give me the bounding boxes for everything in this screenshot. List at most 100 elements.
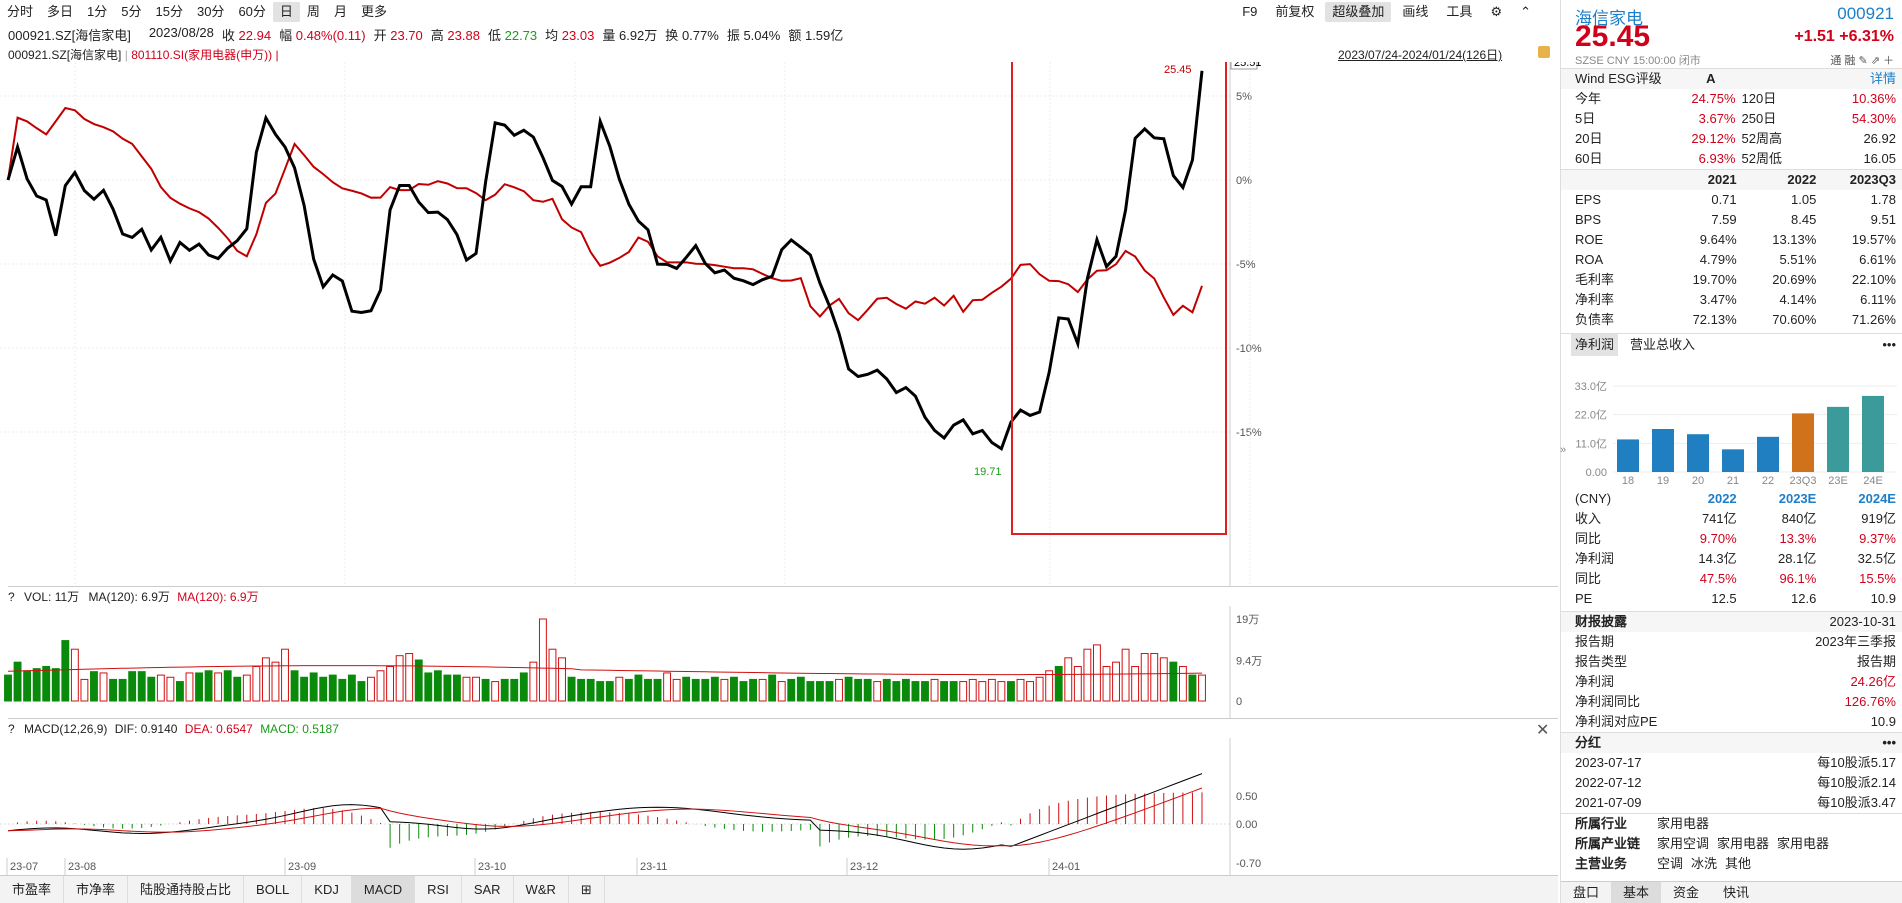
indicator-tab[interactable]: BOLL <box>244 875 303 903</box>
close-label: 收 <box>221 28 235 43</box>
chain-item[interactable]: 家用电器 <box>1777 836 1830 851</box>
help-icon[interactable]: ? <box>8 590 15 604</box>
period-button[interactable]: 5分 <box>121 4 142 19</box>
period-button[interactable]: 周 <box>306 4 320 19</box>
report-row: 报告期 2023年三季报 <box>1561 632 1902 652</box>
volume-bar <box>23 670 32 702</box>
volume-bar <box>978 681 987 702</box>
collapse-icon[interactable]: » <box>1560 444 1567 456</box>
close-icon[interactable]: ✕ <box>1536 722 1550 739</box>
volume-bar <box>510 678 519 702</box>
biz-item[interactable]: 冰洗 <box>1691 856 1718 871</box>
period-button[interactable]: 15分 <box>155 4 183 19</box>
collapse-up-icon[interactable]: ⌃ <box>1520 4 1531 19</box>
profit-tick-label: 22.0亿 <box>1575 409 1607 422</box>
forecast-cell: 收入 <box>1575 511 1602 526</box>
fin-row: EPS 0.71 1.05 1.78 <box>1561 190 1902 210</box>
period-button[interactable]: 日 <box>272 2 300 22</box>
profit-bar[interactable] <box>1687 434 1709 472</box>
volume-chart[interactable]: 19万 9.4万 0 <box>0 606 1558 718</box>
biz-item[interactable]: 其他 <box>1725 856 1752 871</box>
profit-category-label: 18 <box>1622 475 1634 486</box>
profit-bar[interactable] <box>1617 439 1639 472</box>
period-button[interactable]: 1分 <box>87 4 108 19</box>
chain-item[interactable]: 家用空调 <box>1657 836 1710 851</box>
add-indicator-icon[interactable]: ⊞ <box>569 875 605 903</box>
tab-revenue[interactable]: 营业总收入 <box>1630 337 1696 352</box>
tab-net-profit[interactable]: 净利润 <box>1571 334 1619 356</box>
indicator-tab[interactable]: W&R <box>514 875 569 903</box>
y-tick-label: 0% <box>1236 175 1252 187</box>
report-label: 净利润同比 <box>1575 694 1641 709</box>
fin-cell: EPS <box>1575 192 1602 207</box>
volume-bar <box>959 681 968 702</box>
stock-series-line <box>6 70 1204 452</box>
macd-chart[interactable]: 0.50 0.00 -0.70 23-07 23-08 23-09 23-10 23-11 23… <box>0 738 1558 875</box>
legend-stock: 000921.SZ[海信家电] <box>8 48 122 62</box>
tool-button[interactable]: 工具 <box>1446 4 1473 19</box>
fin-cell: 72.13% <box>1692 312 1737 327</box>
fin-cell: 3.47% <box>1699 292 1737 307</box>
profit-bar[interactable] <box>1862 395 1884 472</box>
add-icon[interactable]: ＋ <box>1883 55 1894 67</box>
indicator-tab[interactable]: 市净率 <box>64 875 129 903</box>
indicator-tab[interactable]: 陆股通持股占比 <box>128 875 245 903</box>
profit-chart[interactable]: 33.0亿 22.0亿 11.0亿 0.00 18 19 20 21 22 23Q3 23E 24E <box>1561 356 1902 487</box>
indicator-tab[interactable]: KDJ <box>302 875 352 903</box>
panel-tab[interactable]: 资金 <box>1673 885 1700 900</box>
macd-dea: DEA: 0.6547 <box>184 722 253 736</box>
avg-value: 23.03 <box>561 28 595 43</box>
volume-bar <box>271 661 280 702</box>
report-row: 净利润同比 126.76% <box>1561 692 1902 712</box>
help-icon[interactable]: ? <box>8 722 15 736</box>
tool-button[interactable]: 画线 <box>1402 4 1429 19</box>
industry-value[interactable]: 家用电器 <box>1657 816 1710 831</box>
panel-tab[interactable]: 快讯 <box>1723 885 1750 900</box>
x-tick-label: 23-09 <box>288 861 316 873</box>
main-chart[interactable]: 5% 0% -5% -10% -15% 25.51 25.45 19.71 <box>0 62 1558 587</box>
volume-bar <box>1064 657 1073 702</box>
volume-bar <box>1159 657 1168 702</box>
period-button[interactable]: 60分 <box>238 4 266 19</box>
esg-detail-link[interactable]: 详情 <box>1869 71 1896 86</box>
lock-icon[interactable] <box>1538 46 1550 58</box>
profit-bar[interactable] <box>1792 413 1814 472</box>
profit-bar[interactable] <box>1757 436 1779 472</box>
period-button[interactable]: 更多 <box>360 4 387 19</box>
indicator-tab[interactable]: RSI <box>415 875 462 903</box>
volume-bar <box>252 665 261 702</box>
panel-tab[interactable]: 基本 <box>1611 882 1662 903</box>
more-icon[interactable]: ••• <box>1882 337 1896 352</box>
forecast-cell: 96.1% <box>1779 571 1817 586</box>
volume-bar <box>328 674 337 702</box>
forecast-cell: 919亿 <box>1861 511 1896 526</box>
indicator-tab[interactable]: 市盈率 <box>0 875 65 903</box>
volume-bar <box>156 674 165 702</box>
period-button[interactable]: 月 <box>333 4 347 19</box>
gear-icon[interactable]: ⚙ <box>1490 4 1503 19</box>
tool-button[interactable]: 超级叠加 <box>1325 2 1392 22</box>
tool-button[interactable]: 前复权 <box>1275 4 1315 19</box>
chain-item[interactable]: 家用电器 <box>1717 836 1770 851</box>
panel-tab[interactable]: 盘口 <box>1573 885 1600 900</box>
profit-bar[interactable] <box>1827 406 1849 472</box>
fin-cell: 19.57% <box>1851 232 1896 247</box>
volume-bar <box>710 676 719 702</box>
volume-bar <box>749 678 757 702</box>
profit-bar[interactable] <box>1652 429 1674 472</box>
pencil-icon[interactable]: ✎ <box>1858 55 1868 67</box>
period-button[interactable]: 30分 <box>196 4 225 19</box>
tool-button[interactable]: F9 <box>1242 4 1258 19</box>
date-range[interactable]: 2023/07/24-2024/01/24(126日) <box>1338 48 1503 62</box>
period-button[interactable]: 分时 <box>7 4 34 19</box>
biz-item[interactable]: 空调 <box>1657 856 1684 871</box>
price-change: +1.51 <box>1794 28 1835 45</box>
forecast-cell: 14.3亿 <box>1698 551 1737 566</box>
share-icon[interactable]: ⇗ <box>1870 55 1880 67</box>
fin-row: ROE 9.64% 13.13% 19.57% <box>1561 230 1902 250</box>
indicator-tab[interactable]: MACD <box>351 875 416 903</box>
profit-bar[interactable] <box>1722 449 1744 472</box>
indicator-tab[interactable]: SAR <box>462 875 514 903</box>
period-button[interactable]: 多日 <box>47 4 74 19</box>
more-icon[interactable]: ••• <box>1882 735 1896 750</box>
